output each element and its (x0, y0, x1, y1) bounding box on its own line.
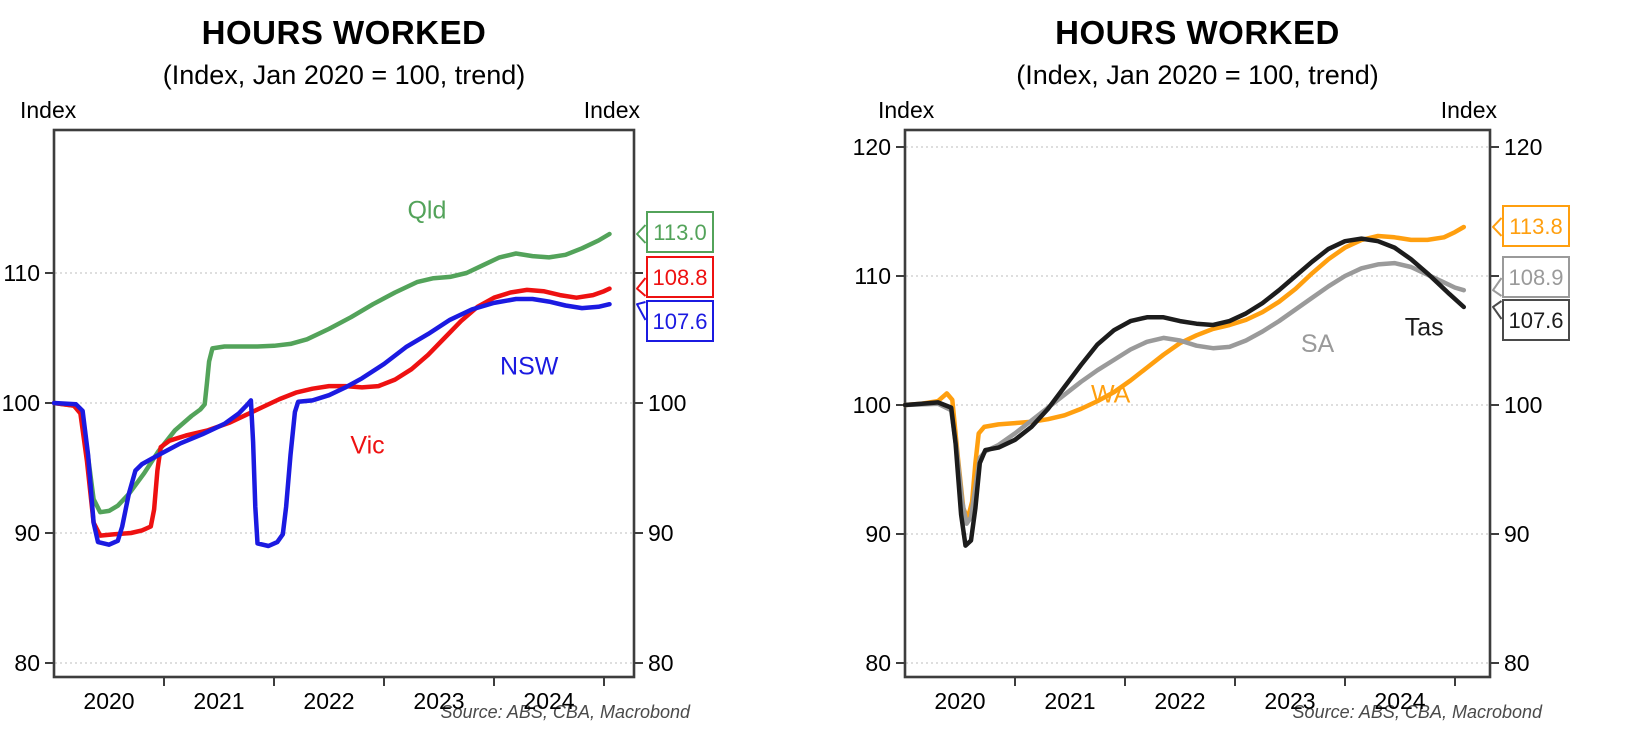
chart-title-right: HOURS WORKED (1055, 14, 1340, 51)
series-label-wa: WA (1091, 380, 1131, 408)
y-tick-label-left: 100 (853, 392, 891, 418)
callout-value-nsw: 107.6 (652, 309, 707, 334)
callout-value-sa: 108.9 (1508, 265, 1563, 290)
callout-box-tas (1502, 299, 1570, 341)
x-tick-label-2024: 2024 (1374, 688, 1425, 714)
chart-title-left: HOURS WORKED (201, 14, 487, 51)
callout-arrow-sa (1492, 277, 1503, 297)
chart-subtitle-right: (Index, Jan 2020 = 100, trend) (1016, 60, 1379, 90)
y-axis-unit-right-chart-right: Index (1440, 97, 1497, 123)
callout-box-wa (1502, 205, 1570, 247)
y-axis-unit-right-chart-left: Index (878, 97, 935, 123)
y-tick-label-left: 110 (854, 263, 891, 289)
callout-box-qld (646, 211, 714, 253)
series-line-wa (902, 224, 1467, 521)
series-label-vic: Vic (350, 432, 384, 460)
x-tick-label-2021: 2021 (193, 688, 244, 714)
callout-box-nsw (646, 300, 714, 342)
x-tick-label-2022: 2022 (303, 688, 354, 714)
y-tick-label-left: 90 (14, 520, 40, 546)
y-tick-label-right: 90 (648, 520, 674, 546)
series-label-nsw: NSW (500, 352, 559, 380)
y-tick-label-right: 80 (648, 650, 674, 676)
callout-value-qld: 113.0 (653, 220, 706, 245)
series-label-qld: Qld (407, 196, 446, 224)
y-tick-label-right: 90 (1504, 521, 1530, 547)
callout-arrow-tas (1492, 300, 1503, 320)
series-line-nsw (51, 296, 612, 549)
callout-arrow-qld (636, 224, 647, 244)
x-tick-label-2024: 2024 (523, 688, 574, 714)
source-note-left: Source: ABS, CBA, Macrobond (440, 702, 690, 722)
source-note-right: Source: ABS, CBA, Macrobond (1292, 702, 1542, 722)
x-tick-label-2020: 2020 (83, 688, 134, 714)
y-tick-label-right: 100 (648, 390, 686, 416)
callout-value-vic: 108.8 (652, 265, 707, 290)
series-line-vic (51, 286, 612, 538)
chart-subtitle-left: (Index, Jan 2020 = 100, trend) (162, 60, 526, 90)
y-tick-label-left: 80 (14, 650, 40, 676)
plot-frame (903, 128, 1492, 679)
y-axis-unit-left-chart-right: Index (583, 97, 640, 123)
y-tick-label-right: 100 (1504, 392, 1542, 418)
y-tick-label-left: 90 (865, 521, 891, 547)
y-tick-label-right: 120 (1504, 134, 1542, 160)
callout-box-vic (646, 256, 714, 298)
x-tick-label-2022: 2022 (1154, 688, 1205, 714)
series-line-sa (902, 260, 1467, 526)
x-tick-label-2020: 2020 (934, 688, 985, 714)
y-tick-label-left: 110 (3, 260, 40, 286)
series-label-tas: Tas (1405, 313, 1444, 341)
x-tick-label-2021: 2021 (1044, 688, 1095, 714)
callout-arrow-vic (636, 277, 647, 297)
callout-arrow-wa (1492, 217, 1503, 237)
y-tick-label-left: 120 (853, 134, 891, 160)
callout-box-sa (1502, 256, 1570, 298)
callout-value-tas: 107.6 (1508, 308, 1563, 333)
y-tick-label-right: 80 (1504, 650, 1530, 676)
callout-arrow-nsw (636, 301, 647, 321)
y-axis-unit-left-chart-left: Index (20, 97, 77, 123)
series-label-sa: SA (1301, 330, 1335, 358)
y-tick-label-left: 100 (2, 390, 40, 416)
series-line-tas (902, 236, 1467, 548)
x-tick-label-2023: 2023 (413, 688, 464, 714)
callout-value-wa: 113.8 (1509, 214, 1562, 239)
x-tick-label-2023: 2023 (1264, 688, 1315, 714)
series-line-qld (51, 231, 612, 515)
y-tick-label-left: 80 (865, 650, 891, 676)
